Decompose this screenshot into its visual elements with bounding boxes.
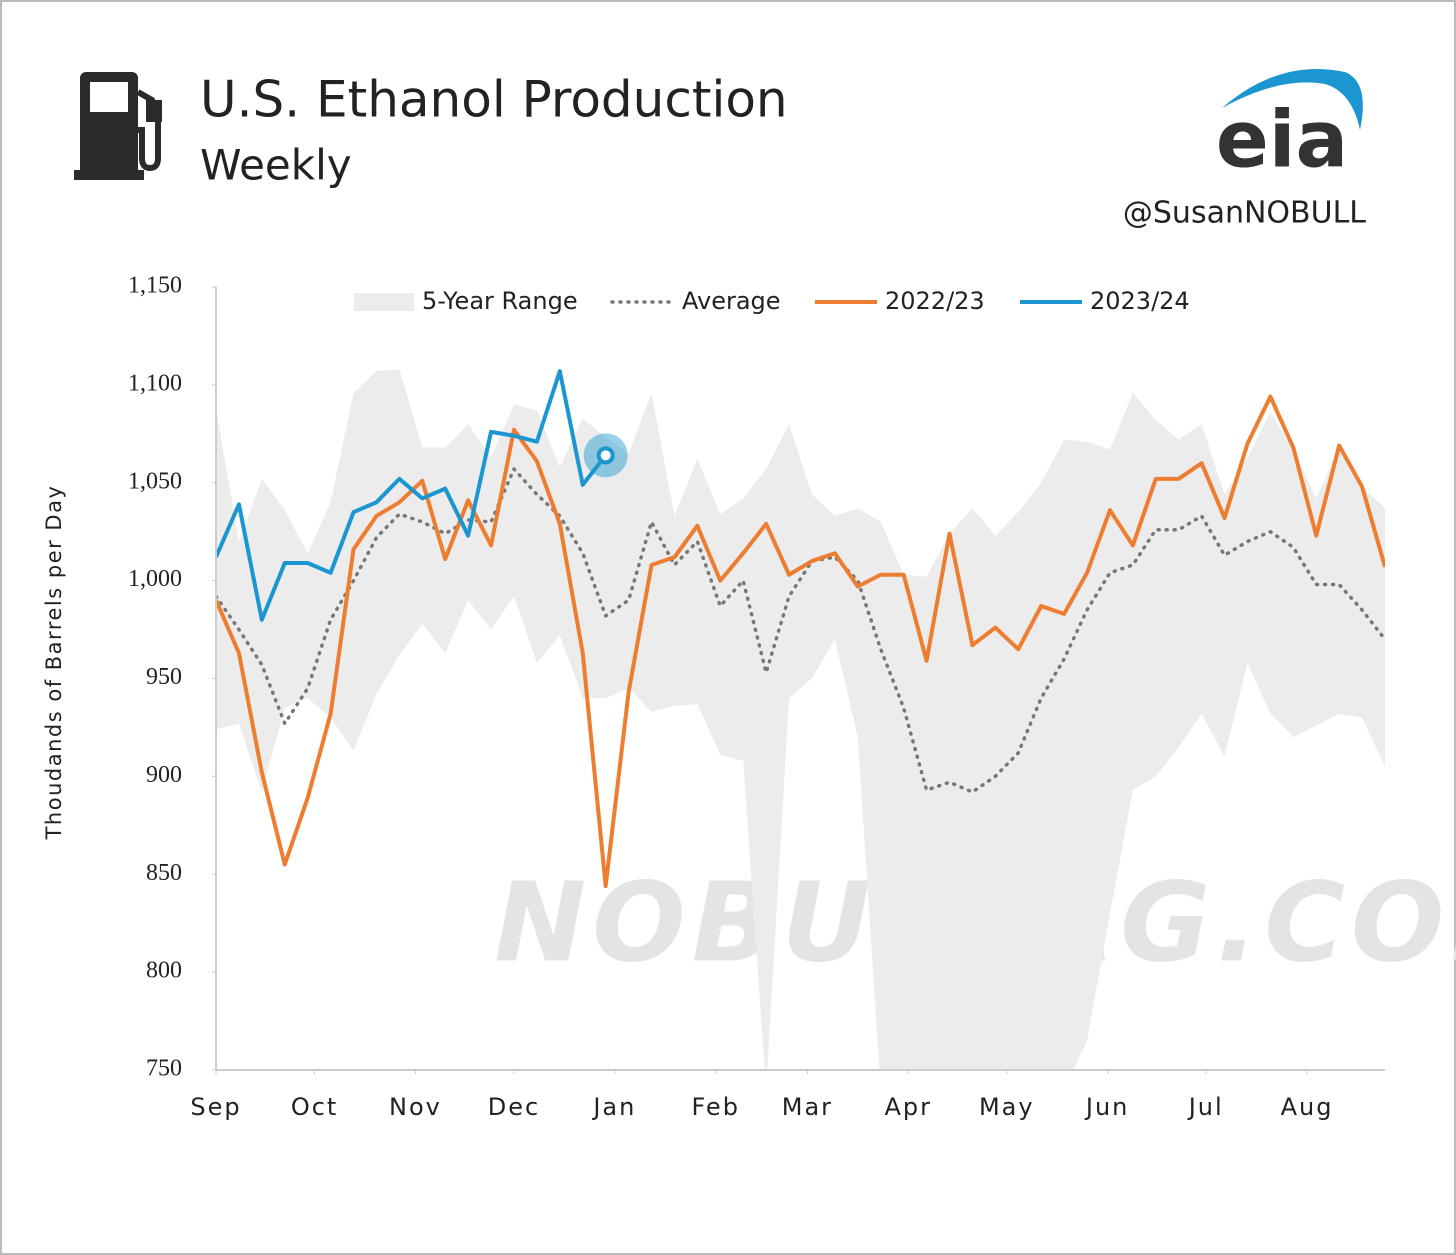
pump-icon bbox=[74, 72, 162, 180]
source-logo: eia bbox=[1216, 95, 1348, 185]
legend-label: Average bbox=[682, 287, 781, 315]
x-tick-label: Jan bbox=[591, 1093, 636, 1121]
x-tick-label: Oct bbox=[291, 1093, 339, 1121]
handle: @SusanNOBULL bbox=[1123, 196, 1366, 231]
y-tick-label: 900 bbox=[146, 762, 182, 788]
y-tick-label: 1,050 bbox=[128, 468, 182, 494]
x-tick-label: Nov bbox=[389, 1093, 442, 1121]
legend-label: 5-Year Range bbox=[422, 287, 578, 315]
x-tick-label: Jul bbox=[1187, 1093, 1224, 1121]
x-tick-label: Mar bbox=[782, 1093, 833, 1121]
legend-label: 2023/24 bbox=[1090, 287, 1190, 315]
latest-point bbox=[596, 446, 615, 465]
x-tick-label: Aug bbox=[1281, 1093, 1334, 1121]
series-line bbox=[216, 467, 1385, 794]
x-tick-label: Feb bbox=[691, 1093, 740, 1121]
series-line bbox=[216, 369, 608, 622]
range-band bbox=[216, 369, 1385, 1070]
chart-subtitle: Weekly bbox=[200, 141, 352, 190]
x-tick-label: Apr bbox=[884, 1093, 932, 1121]
legend-swatch bbox=[354, 293, 414, 311]
x-tick-label: Sep bbox=[190, 1093, 241, 1121]
x-tick-label: Dec bbox=[488, 1093, 540, 1121]
chart-title: U.S. Ethanol Production bbox=[200, 71, 788, 129]
series-line bbox=[216, 394, 1385, 888]
y-axis-label: Thoudands of Barrels per Day bbox=[42, 485, 66, 841]
plot-area bbox=[216, 369, 1385, 1070]
legend-label: 2022/23 bbox=[885, 287, 985, 315]
x-tick-label: May bbox=[979, 1093, 1035, 1121]
y-tick-label: 750 bbox=[146, 1056, 182, 1082]
x-tick-label: Jun bbox=[1084, 1093, 1130, 1121]
y-tick-label: 850 bbox=[146, 860, 182, 886]
y-tick-label: 1,150 bbox=[128, 273, 182, 299]
y-tick-label: 1,100 bbox=[128, 370, 182, 396]
eia-arc bbox=[1222, 68, 1363, 130]
y-tick-label: 950 bbox=[146, 664, 182, 690]
y-tick-label: 1,000 bbox=[128, 566, 182, 592]
y-tick-label: 800 bbox=[146, 958, 182, 984]
